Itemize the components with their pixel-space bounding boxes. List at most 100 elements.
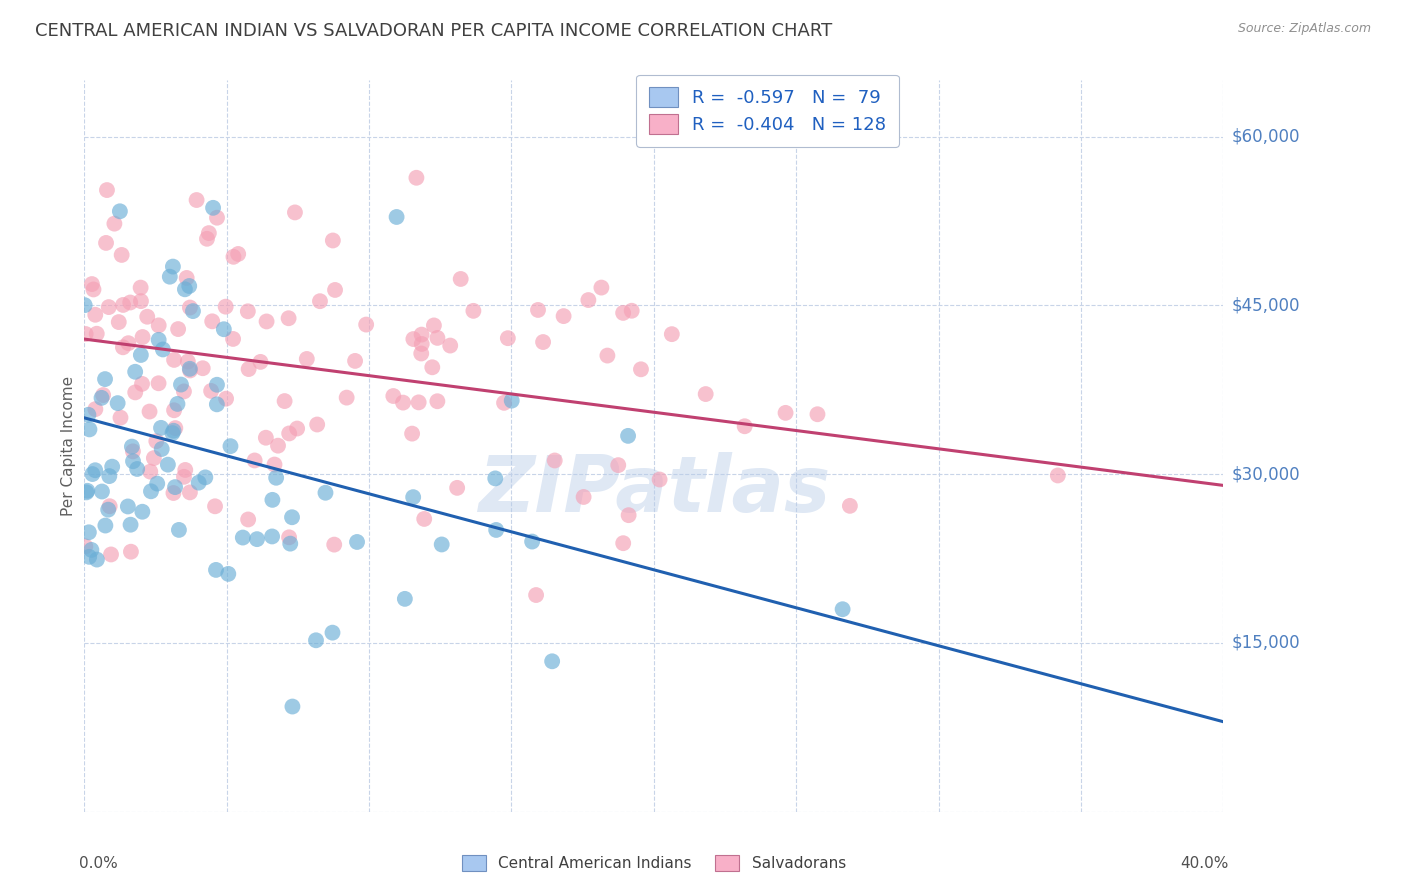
Point xyxy=(285,421,308,435)
Point xyxy=(617,508,640,523)
Point xyxy=(591,280,613,294)
Point xyxy=(76,483,98,498)
Point xyxy=(97,502,120,516)
Point xyxy=(162,426,184,441)
Point xyxy=(75,540,97,554)
Point xyxy=(165,421,187,435)
Point xyxy=(186,193,208,207)
Point xyxy=(131,505,153,519)
Point xyxy=(485,523,508,537)
Point xyxy=(177,354,200,368)
Point xyxy=(145,434,167,449)
Point xyxy=(129,280,152,294)
Point xyxy=(77,408,100,422)
Point xyxy=(117,500,139,514)
Point xyxy=(411,346,433,360)
Point xyxy=(103,217,125,231)
Point xyxy=(267,439,290,453)
Point xyxy=(150,421,173,435)
Point xyxy=(205,211,228,225)
Point xyxy=(176,271,198,285)
Point xyxy=(162,424,184,438)
Point xyxy=(273,394,295,409)
Point xyxy=(520,534,543,549)
Point xyxy=(179,301,201,315)
Point xyxy=(307,417,329,432)
Point xyxy=(430,537,453,551)
Point xyxy=(80,542,103,557)
Point xyxy=(426,394,449,409)
Point xyxy=(450,272,472,286)
Point xyxy=(278,426,301,441)
Point xyxy=(531,334,554,349)
Point xyxy=(264,471,287,485)
Point xyxy=(198,226,221,240)
Point xyxy=(243,453,266,467)
Text: $30,000: $30,000 xyxy=(1232,465,1301,483)
Point xyxy=(831,602,853,616)
Point xyxy=(256,314,278,328)
Point xyxy=(212,322,235,336)
Point xyxy=(423,318,446,333)
Point xyxy=(120,545,142,559)
Point xyxy=(179,279,201,293)
Point xyxy=(295,351,318,366)
Point xyxy=(107,396,129,410)
Legend: Central American Indians, Salvadorans: Central American Indians, Salvadorans xyxy=(456,849,852,877)
Point xyxy=(179,363,201,377)
Point xyxy=(305,633,328,648)
Point xyxy=(775,406,797,420)
Point xyxy=(91,388,114,402)
Point xyxy=(309,294,332,309)
Point xyxy=(139,465,162,479)
Point xyxy=(411,337,433,351)
Point xyxy=(194,470,217,484)
Point xyxy=(84,402,107,417)
Point xyxy=(159,269,181,284)
Point xyxy=(222,332,245,346)
Point xyxy=(75,326,97,341)
Point xyxy=(98,469,121,483)
Point xyxy=(354,318,377,332)
Point xyxy=(170,377,193,392)
Point xyxy=(100,548,122,562)
Point xyxy=(617,429,640,443)
Point xyxy=(262,529,284,543)
Point xyxy=(222,250,245,264)
Point xyxy=(82,467,104,481)
Point xyxy=(101,459,124,474)
Point xyxy=(129,294,152,309)
Text: Source: ZipAtlas.com: Source: ZipAtlas.com xyxy=(1237,22,1371,36)
Point xyxy=(277,311,299,326)
Point xyxy=(439,338,461,352)
Point xyxy=(77,525,100,540)
Text: $60,000: $60,000 xyxy=(1232,128,1301,145)
Point xyxy=(111,340,134,354)
Point xyxy=(86,326,108,341)
Point xyxy=(148,318,170,333)
Point xyxy=(426,331,449,345)
Point xyxy=(162,486,184,500)
Point xyxy=(661,327,683,342)
Point xyxy=(77,549,100,564)
Point xyxy=(150,442,173,456)
Point xyxy=(323,283,346,297)
Point xyxy=(117,336,139,351)
Point xyxy=(124,385,146,400)
Text: 40.0%: 40.0% xyxy=(1181,855,1229,871)
Point xyxy=(236,304,259,318)
Point xyxy=(648,473,671,487)
Point xyxy=(122,444,145,458)
Point xyxy=(382,389,405,403)
Point xyxy=(136,310,159,324)
Point xyxy=(148,333,170,347)
Point xyxy=(80,277,103,291)
Point xyxy=(165,480,187,494)
Point xyxy=(501,393,523,408)
Point xyxy=(695,387,717,401)
Point xyxy=(205,397,228,411)
Point xyxy=(420,360,443,375)
Point xyxy=(90,391,112,405)
Point xyxy=(129,348,152,362)
Point xyxy=(346,535,368,549)
